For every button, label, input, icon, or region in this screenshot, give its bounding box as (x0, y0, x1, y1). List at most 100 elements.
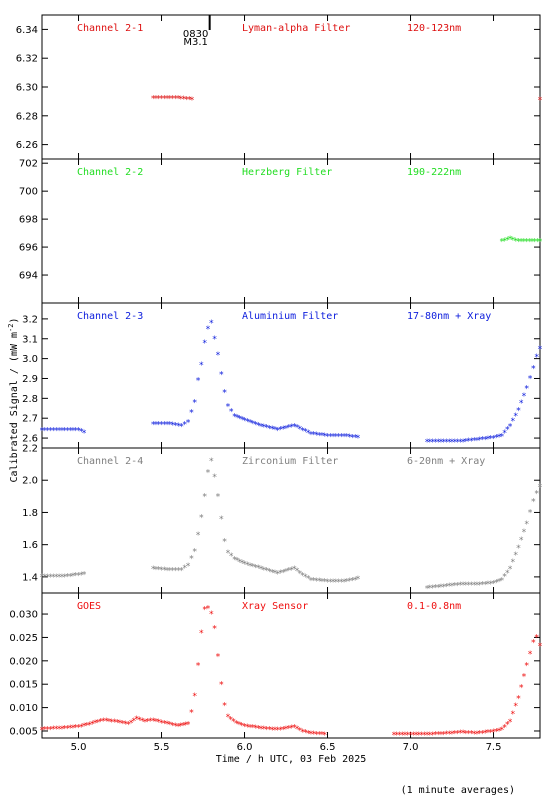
data-point: * (491, 434, 496, 444)
data-point: * (438, 583, 443, 593)
data-point: * (339, 432, 344, 442)
data-point: * (510, 558, 515, 568)
data-point: * (336, 578, 341, 588)
data-point: * (325, 578, 330, 588)
data-point: * (209, 610, 214, 620)
data-point: * (333, 432, 338, 442)
data-point: * (267, 726, 272, 736)
data-point: * (264, 567, 269, 577)
data-point: * (510, 710, 515, 720)
data-point: * (68, 572, 73, 582)
data-point: * (447, 438, 452, 448)
data-point: * (256, 564, 261, 574)
data-point: * (179, 567, 184, 577)
data-point: * (294, 567, 299, 577)
data-point: * (179, 422, 184, 432)
data-point: * (90, 720, 95, 730)
data-point: * (485, 580, 490, 590)
data-point: * (272, 726, 277, 736)
data-point: * (289, 423, 294, 433)
panel-frame (41, 158, 541, 304)
data-point: * (430, 731, 435, 741)
data-point: * (314, 730, 319, 740)
data-point: * (68, 426, 73, 436)
data-point: * (350, 433, 355, 443)
data-point: * (537, 642, 542, 652)
data-point: * (521, 528, 526, 538)
data-point: * (336, 432, 341, 442)
data-point: * (222, 701, 227, 711)
data-point: * (311, 730, 316, 740)
data-point: * (222, 538, 227, 548)
data-point: * (153, 95, 158, 105)
y-axis-title-suffix: ) (9, 318, 20, 324)
data-point: * (159, 95, 164, 105)
data-point: * (247, 723, 252, 733)
data-point: * (308, 576, 313, 586)
data-point: * (170, 95, 175, 105)
data-point: * (452, 730, 457, 740)
data-point: * (65, 724, 70, 734)
panel-channel-name: Channel 2-4 (77, 456, 143, 467)
y-tick-label: 0.025 (9, 633, 38, 644)
panels-layer: 6.26 6.28 6.30 6.32 6.34 Channel 2-1 Lyman-alp… (9, 14, 543, 741)
data-point: * (300, 571, 305, 581)
data-point: * (185, 562, 190, 572)
data-point: * (45, 426, 50, 436)
data-point: * (474, 581, 479, 591)
data-point: * (242, 723, 247, 733)
data-point: * (483, 580, 488, 590)
data-point: * (175, 95, 180, 105)
y-tick-label: 1.6 (22, 540, 38, 551)
data-point: * (242, 560, 247, 570)
panel-2: 694 696 698 700 702 Channel 2-2 Herzberg Filte… (19, 158, 543, 304)
data-point: * (455, 729, 460, 739)
y-tick-label: 2.2 (22, 444, 38, 455)
data-point: * (258, 565, 263, 575)
data-point: * (153, 565, 158, 575)
data-point: * (352, 576, 357, 586)
data-point: * (419, 731, 424, 741)
data-point: * (269, 568, 274, 578)
data-point: * (162, 95, 167, 105)
data-point: * (521, 673, 526, 683)
data-point: * (455, 438, 460, 448)
panel-filter-name: Herzberg Filter (242, 167, 332, 178)
data-point: * (261, 566, 266, 576)
data-point: * (39, 726, 44, 736)
data-point: * (81, 570, 86, 580)
data-point: * (79, 428, 84, 438)
data-point: * (98, 718, 103, 728)
y-tick-label: 6.34 (16, 25, 38, 36)
data-point: * (455, 581, 460, 591)
data-point: * (176, 422, 181, 432)
data-point: * (239, 559, 244, 569)
y-tick-label: 694 (19, 271, 38, 282)
data-point: * (45, 573, 50, 583)
data-point: * (278, 569, 283, 579)
data-point: * (311, 577, 316, 587)
data-point: * (79, 571, 84, 581)
data-point: * (319, 432, 324, 442)
data-point: * (247, 418, 252, 428)
data-point: * (350, 576, 355, 586)
data-point: * (184, 95, 189, 105)
data-point: * (526, 238, 531, 248)
data-point: * (115, 718, 120, 728)
data-point: * (505, 426, 510, 436)
data-point: * (402, 731, 407, 741)
data-point: * (103, 717, 108, 727)
x-tick-label-2: 6.0 (237, 742, 253, 753)
data-point: * (339, 578, 344, 588)
data-point: * (524, 662, 529, 672)
data-point: * (261, 725, 266, 735)
data-point: * (62, 573, 67, 583)
data-point: * (524, 520, 529, 530)
data-point: * (537, 96, 542, 106)
data-point: * (305, 575, 310, 585)
data-point: * (156, 420, 161, 430)
data-point: * (236, 721, 241, 731)
data-point: * (209, 319, 214, 329)
data-point: * (397, 731, 402, 741)
data-point: * (466, 730, 471, 740)
